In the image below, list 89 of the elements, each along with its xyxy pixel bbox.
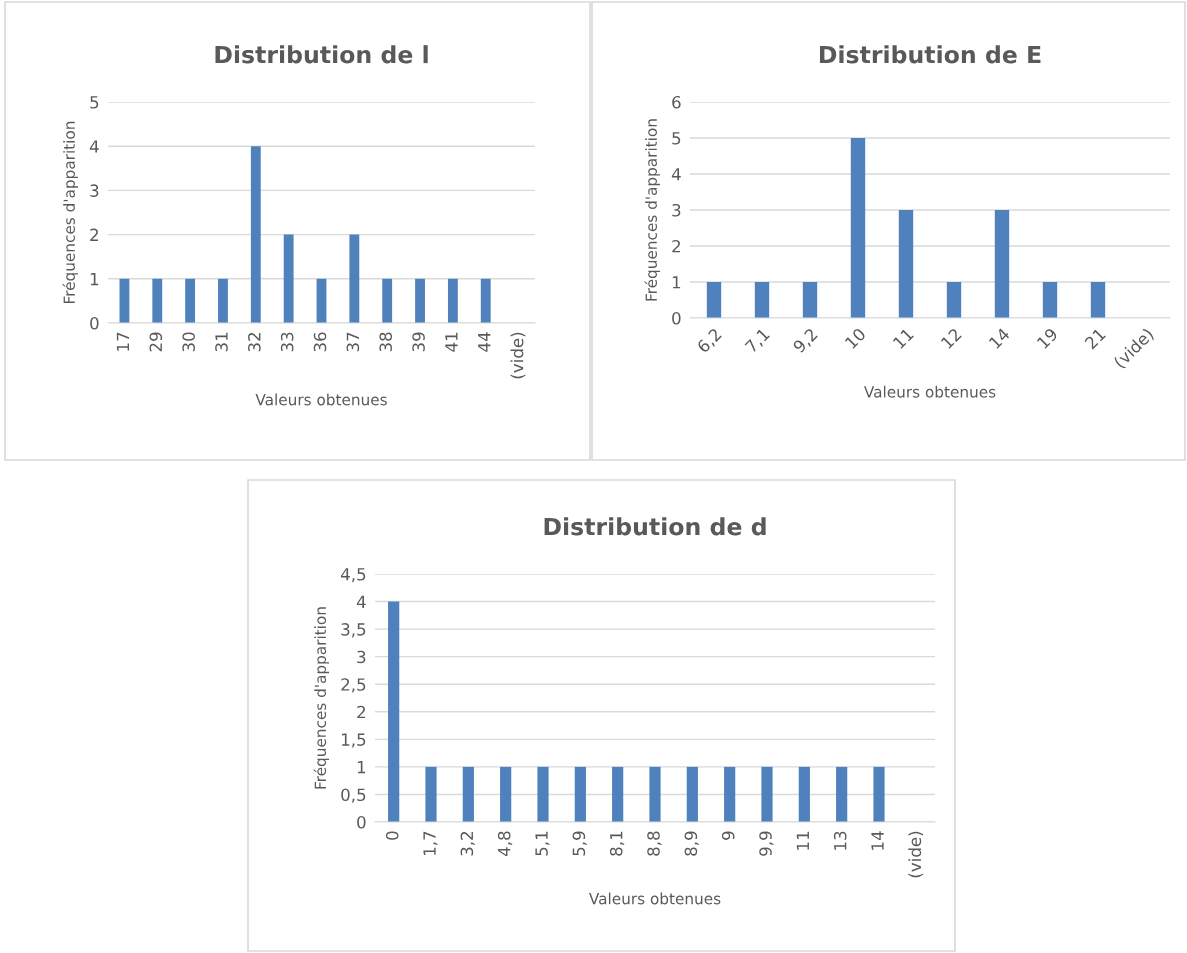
x-tick-label: 38: [379, 332, 393, 352]
x-tick-label: 5,1: [535, 831, 550, 856]
y-tick-label: 3: [357, 650, 366, 664]
y-axis-title: Fréquences d'apparition: [62, 121, 78, 303]
bar: [480, 278, 491, 323]
y-tick-label: 0: [357, 815, 366, 829]
y-tick-label: 2: [90, 228, 98, 241]
bar: [218, 278, 228, 323]
x-tick-label: 8,9: [684, 831, 699, 856]
chart-title: Distribution de d: [544, 517, 766, 536]
y-tick-label: 0,5: [341, 788, 366, 803]
bar: [152, 278, 163, 323]
y-tick-label: 6: [672, 95, 681, 109]
x-tick-label: 33: [280, 332, 294, 352]
y-tick-label: 2: [357, 705, 365, 719]
y-axis-title: Fréquences d'apparition: [313, 607, 330, 789]
bar: [349, 234, 360, 323]
y-tick-label: 1: [672, 276, 681, 289]
bar: [283, 234, 294, 323]
bar: [1042, 282, 1058, 318]
y-tick-label: 1,5: [341, 733, 366, 748]
chart-title: Distribution de E: [819, 45, 1041, 64]
y-tick-label: 3: [672, 203, 681, 217]
x-tick-label: 3,2: [460, 832, 475, 856]
chart-title: Distribution de l: [215, 45, 428, 64]
y-tick-label: 3,5: [341, 623, 366, 638]
bar: [382, 278, 393, 323]
bar: [250, 146, 261, 323]
bar: [1090, 282, 1106, 318]
x-tick-label: 32: [248, 333, 261, 352]
bar: [706, 282, 722, 318]
x-tick-label: 4,8: [497, 831, 513, 857]
y-tick-label: 2,5: [341, 678, 366, 693]
x-tick-label: 9,2: [792, 327, 820, 355]
y-tick-label: 0: [672, 311, 681, 325]
x-tick-label: 13: [833, 831, 847, 850]
y-tick-label: 5: [90, 96, 99, 109]
x-axis-title: Valeurs obtenues: [864, 385, 996, 398]
y-tick-label: 4,5: [340, 568, 366, 583]
x-tick-label: 21: [1084, 327, 1106, 350]
y-tick-label: 1: [357, 761, 366, 774]
bar: [415, 278, 425, 323]
x-tick-label: 5,9: [572, 831, 587, 856]
bar: [119, 278, 130, 323]
bar: [185, 278, 196, 323]
bar: [850, 138, 866, 318]
x-tick-label: (vide): [510, 332, 526, 379]
x-tick-label: 31: [215, 332, 228, 352]
x-tick-label: 19: [1036, 327, 1059, 350]
x-tick-label: 17: [116, 332, 130, 351]
y-tick-label: 4: [89, 140, 99, 153]
x-tick-label: 39: [412, 332, 425, 352]
x-tick-label: 36: [313, 332, 327, 352]
y-tick-label: 1: [90, 272, 99, 286]
x-tick-label: 8,1: [609, 831, 625, 856]
y-tick-label: 0: [90, 316, 99, 330]
x-tick-label: 10: [844, 327, 867, 350]
bar: [898, 210, 914, 318]
y-tick-label: 4: [671, 168, 681, 181]
y-tick-label: 4: [356, 595, 366, 608]
x-tick-label: 41: [445, 332, 458, 352]
x-tick-label: 14: [871, 831, 884, 850]
y-axis-title: Fréquences d'apparition: [644, 119, 660, 301]
x-tick-label: 14: [988, 327, 1011, 349]
x-tick-label: 0: [385, 831, 399, 840]
x-tick-label: 12: [940, 327, 962, 349]
x-tick-label: 37: [346, 332, 360, 352]
x-tick-label: 29: [149, 332, 163, 352]
y-tick-label: 5: [672, 132, 681, 145]
bar: [754, 282, 770, 318]
x-tick-label: 11: [796, 831, 809, 850]
y-tick-label: 3: [90, 184, 99, 197]
x-tick-label: 30: [182, 332, 195, 352]
x-axis-title: Valeurs obtenues: [589, 892, 721, 905]
bar: [802, 282, 818, 318]
bar: [994, 210, 1010, 318]
x-tick-label: 11: [892, 327, 914, 349]
bar: [946, 282, 962, 318]
x-tick-label: 9,9: [759, 831, 774, 856]
x-tick-label: 8,8: [647, 831, 662, 856]
x-tick-label: 1,7: [423, 831, 438, 856]
x-tick-label: (vide): [908, 831, 924, 878]
x-tick-label: 6,2: [696, 327, 724, 355]
x-tick-label: 9: [721, 831, 735, 840]
x-tick-label: 44: [478, 332, 491, 352]
bar: [447, 278, 458, 323]
x-tick-label: 7,1: [744, 327, 772, 355]
y-tick-label: 2: [672, 239, 680, 253]
x-axis-title: Valeurs obtenues: [255, 393, 387, 406]
